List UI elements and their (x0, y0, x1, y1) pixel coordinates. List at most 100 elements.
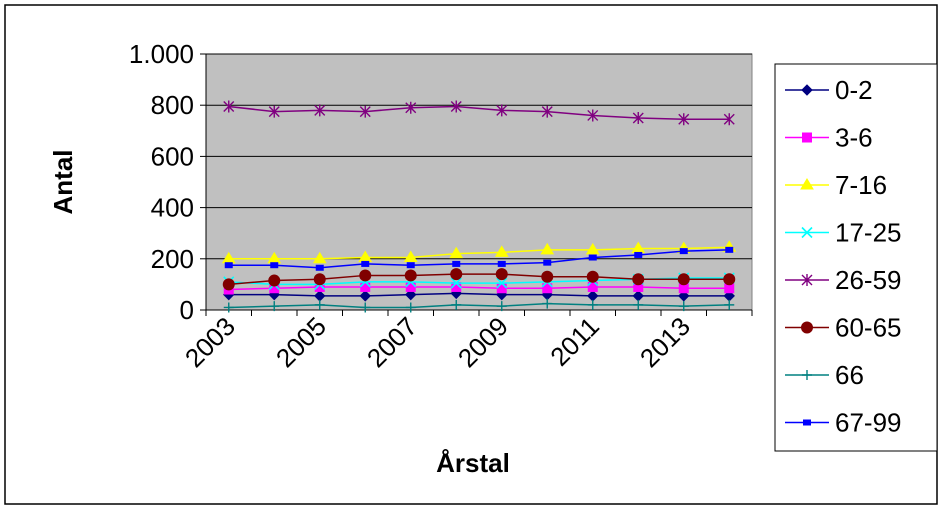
legend-marker (801, 321, 813, 334)
legend-marker (802, 370, 812, 380)
data-point (359, 290, 371, 302)
legend-item: 67-99 (785, 408, 902, 438)
series-line (228, 286, 730, 291)
series-66 (223, 298, 735, 313)
data-point (541, 270, 554, 283)
x-axis-title: Årstal (436, 448, 510, 478)
data-point (724, 299, 735, 310)
legend-box (774, 63, 938, 452)
legend-marker (801, 226, 813, 239)
legend-item: 7-16 (785, 170, 887, 200)
data-point (588, 254, 597, 261)
data-point (405, 302, 416, 313)
data-point (679, 248, 688, 255)
data-point (406, 262, 415, 269)
data-point (450, 277, 462, 289)
data-point (404, 269, 417, 282)
y-tick-label: 200 (151, 244, 194, 274)
series-line (228, 249, 730, 269)
data-point (496, 104, 508, 117)
data-point (633, 299, 644, 310)
data-point (449, 246, 464, 259)
data-point (678, 301, 689, 312)
data-point (452, 260, 461, 267)
legend-label: 3-6 (835, 123, 873, 153)
data-point (359, 269, 372, 282)
data-point (725, 246, 734, 253)
data-point (360, 302, 371, 313)
data-point (495, 268, 508, 281)
data-point (587, 299, 598, 310)
legend-item: 66 (785, 360, 864, 390)
y-tick-label: 600 (151, 141, 194, 171)
legend-item: 26-59 (785, 265, 902, 295)
series-line (228, 302, 730, 309)
data-point (314, 104, 326, 117)
data-point (678, 290, 690, 302)
data-point (542, 283, 553, 294)
series-line (228, 292, 730, 297)
legend-label: 0-2 (835, 75, 873, 105)
data-point (223, 302, 234, 313)
data-point (496, 277, 508, 289)
data-point (405, 281, 416, 292)
data-point (542, 298, 553, 309)
data-point (359, 105, 371, 118)
y-tick-labels: 0 200 400 600 800 1.000 (129, 39, 206, 325)
data-point (678, 113, 690, 126)
data-point (634, 251, 643, 258)
data-point (451, 299, 462, 310)
series-26-59 (223, 100, 735, 126)
legend-label: 67-99 (835, 408, 902, 438)
series-lines (221, 100, 737, 313)
data-point (224, 262, 233, 269)
series-line (228, 105, 730, 121)
data-point (586, 270, 599, 283)
legend-label: 26-59 (835, 265, 902, 295)
data-point (585, 242, 600, 255)
data-point (405, 288, 417, 301)
legend: 0-2 3-6 7-16 17-25 26-59 60-65 66 67-99 (785, 75, 902, 438)
legend-label: 7-16 (835, 170, 887, 200)
data-point (497, 260, 506, 267)
data-point (269, 301, 280, 312)
data-point (314, 299, 325, 310)
data-point (496, 301, 507, 312)
data-point (405, 101, 417, 114)
legend-marker (802, 132, 812, 143)
data-point (450, 100, 462, 113)
data-point (361, 260, 370, 267)
legend-label: 66 (835, 360, 864, 390)
series-60-65 (222, 268, 736, 291)
series-67-99 (224, 246, 734, 271)
series-line (228, 273, 730, 286)
data-point (268, 105, 280, 118)
data-point (268, 274, 281, 287)
legend-label: 60-65 (835, 313, 902, 343)
series-0-2 (223, 287, 735, 302)
data-point (496, 283, 507, 294)
y-tick-label: 1.000 (129, 39, 194, 69)
data-point (723, 273, 736, 286)
data-point (632, 112, 644, 124)
data-point (540, 242, 555, 255)
legend-item: 0-2 (785, 75, 873, 105)
data-point (494, 245, 509, 257)
y-tick-label: 0 (180, 295, 194, 325)
data-point (360, 281, 371, 292)
data-point (632, 273, 645, 286)
data-point (450, 268, 463, 281)
data-point (223, 100, 235, 113)
series-line (228, 246, 730, 260)
legend-marker (801, 274, 813, 286)
legend-marker (803, 419, 811, 426)
plot-area (205, 53, 753, 311)
data-point (312, 251, 327, 264)
data-point (723, 113, 735, 126)
data-point (543, 259, 552, 266)
data-point (587, 109, 599, 122)
data-point (677, 273, 690, 286)
y-axis-title: Antal (48, 150, 78, 215)
legend-label: 17-25 (835, 218, 902, 248)
